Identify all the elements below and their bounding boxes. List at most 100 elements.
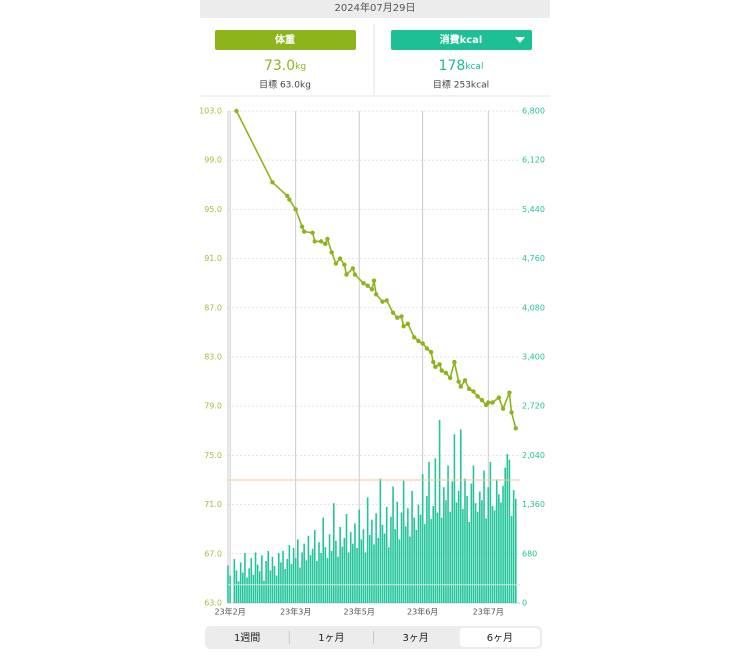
kcal-bar — [297, 539, 299, 603]
kcal-bar — [339, 527, 341, 603]
weight-label[interactable]: 体重 — [275, 33, 295, 46]
kcal-label[interactable]: 消費kcal — [440, 33, 483, 46]
kcal-bar — [462, 508, 464, 603]
kcal-bar — [244, 553, 246, 603]
tab[interactable]: 1ヶ月 — [318, 632, 344, 644]
kcal-bar — [398, 539, 401, 603]
y-tick-label: 75.0 — [204, 451, 222, 460]
weight-point — [513, 426, 518, 431]
kcal-bar — [349, 532, 352, 603]
kcal-bar — [510, 516, 513, 603]
weight-point — [318, 239, 324, 244]
weight-point — [333, 261, 339, 266]
kcal-bar — [322, 517, 325, 603]
y2-tick-label: 680 — [522, 549, 537, 558]
weight-point — [467, 386, 472, 392]
kcal-bar — [280, 562, 282, 603]
unit: kg — [295, 62, 306, 72]
dropdown-arrow[interactable] — [515, 37, 525, 43]
kcal-bar — [419, 514, 422, 603]
kcal-bar — [472, 465, 475, 603]
y-tick-label: 63.0 — [204, 599, 222, 608]
kcal-bar — [237, 581, 240, 603]
kcal-bar — [404, 526, 407, 603]
weight-point — [479, 397, 485, 403]
kcal-bar — [383, 533, 386, 603]
weight-point — [371, 278, 377, 283]
kcal-button[interactable] — [391, 30, 532, 50]
kcal-bar — [356, 548, 358, 603]
y2-tick-label: 5,440 — [522, 205, 545, 214]
kcal-bar — [421, 474, 424, 603]
weight-point — [395, 315, 400, 320]
kcal-bar — [366, 497, 369, 603]
kcal-bar — [254, 552, 257, 603]
weight-point — [428, 349, 434, 355]
kcal-bar — [436, 512, 439, 603]
kcal-bar — [335, 540, 337, 603]
tab[interactable]: 1週間 — [234, 632, 260, 644]
kcal-bar — [402, 480, 405, 603]
kcal-bar — [449, 511, 451, 603]
weight-value: 73.0kg — [264, 58, 306, 74]
kcal-bar — [354, 523, 356, 603]
tab[interactable]: 6ヶ月 — [487, 632, 513, 644]
kcal-bar — [491, 506, 494, 603]
kcal-bar — [453, 434, 456, 603]
kcal-bar — [430, 519, 432, 603]
weight-point — [234, 108, 239, 114]
kcal-bar — [248, 568, 250, 603]
kcal-bar — [303, 543, 305, 603]
kcal-bar — [324, 547, 327, 603]
weight-point — [329, 250, 334, 255]
weight-point — [384, 298, 389, 303]
weight-point — [433, 364, 438, 370]
y2-tick-label: 2,040 — [522, 451, 545, 460]
kcal-bar — [440, 517, 443, 603]
kcal-bar — [500, 502, 502, 603]
kcal-bar — [227, 565, 229, 603]
kcal-bar — [252, 574, 255, 603]
y-tick-label: 83.0 — [204, 353, 222, 362]
kcal-bar — [290, 563, 293, 603]
date-bar — [200, 0, 550, 18]
kcal-bar — [483, 470, 485, 603]
weight-button[interactable] — [215, 30, 356, 50]
kcal-bar — [468, 521, 471, 603]
tab[interactable]: 3ヶ月 — [402, 632, 428, 644]
weight-line — [235, 110, 517, 429]
y2-tick-label: 4,080 — [522, 303, 545, 312]
kcal-bar — [326, 558, 329, 603]
weight-point — [496, 395, 502, 400]
kcal-bar — [246, 577, 248, 603]
kcal-goal: 目標 253kcal — [433, 79, 489, 91]
x-tick-label: 23年2月 — [214, 607, 245, 617]
selected-tab[interactable] — [459, 628, 540, 647]
kcal-bar — [508, 459, 511, 603]
weight-point — [361, 281, 366, 286]
x-tick-label: 23年3月 — [280, 607, 311, 617]
weight-point — [342, 262, 347, 267]
y-tick-label: 91.0 — [204, 254, 222, 263]
kcal-bar — [476, 511, 479, 603]
weight-point — [285, 193, 290, 199]
kcal-bar — [269, 570, 272, 603]
kcal-bar — [459, 429, 462, 603]
weight-point — [312, 239, 317, 244]
kcal-bar — [417, 504, 420, 603]
kcal-bar — [413, 517, 415, 603]
weight-point — [456, 379, 461, 384]
weight-point — [325, 236, 330, 242]
weight-point — [490, 400, 495, 405]
weight-point — [390, 310, 396, 315]
kcal-bar — [388, 547, 390, 603]
kcal-bar — [493, 510, 496, 603]
kcal-bar — [277, 553, 280, 603]
y2-tick-label: 6,120 — [522, 156, 545, 165]
weight-point — [439, 368, 444, 373]
kcal-bar — [352, 543, 354, 603]
kcal-bar — [345, 514, 348, 603]
kcal-bar — [368, 534, 371, 603]
weight-point — [310, 230, 315, 235]
unit: kcal — [465, 62, 483, 72]
